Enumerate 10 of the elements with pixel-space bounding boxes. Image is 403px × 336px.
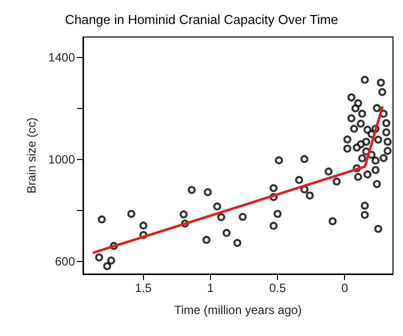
x-axis-title: Time (million years ago) xyxy=(174,303,302,317)
y-tick-label: 600 xyxy=(54,254,76,268)
y-axis-title: Brain size (cc) xyxy=(24,117,38,194)
x-tick-label: 0.5 xyxy=(269,281,286,295)
x-tick-label: 1 xyxy=(207,281,214,295)
chart-title: Change in Hominid Cranial Capacity Over Time xyxy=(64,12,338,27)
x-tick-label: 0 xyxy=(341,281,348,295)
x-tick-label: 1.5 xyxy=(135,281,152,295)
y-tick-label: 1000 xyxy=(48,152,76,166)
y-tick-label: 1400 xyxy=(48,50,76,64)
